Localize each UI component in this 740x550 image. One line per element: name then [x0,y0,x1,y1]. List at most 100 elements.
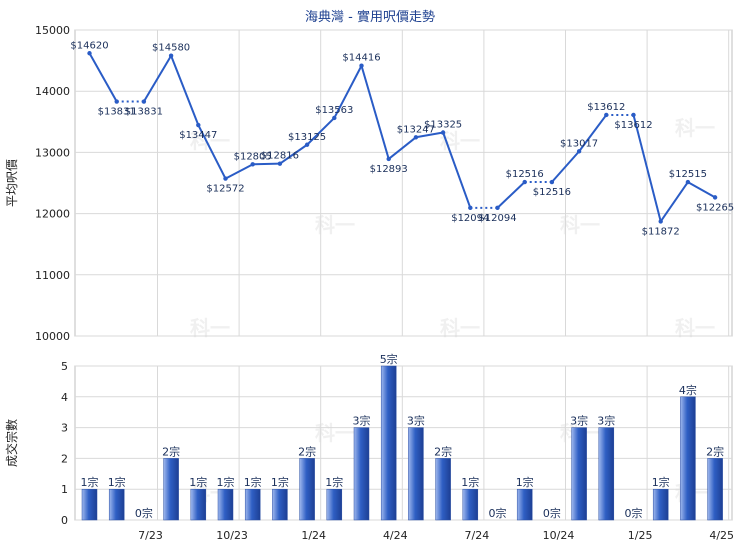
line-data-label: $12816 [261,151,299,162]
bar [598,427,615,521]
bar [408,427,424,521]
line-data-label: $12265 [696,202,734,213]
line-data-label: $13563 [315,105,353,116]
line-data-label: $13325 [424,120,462,131]
bar-y-tick-label: 3 [61,422,68,435]
bar-data-label: 2宗 [162,444,180,458]
line-point [440,130,446,135]
line-data-label: $13017 [560,138,598,149]
line-segment [170,55,200,126]
line-data-label: $13612 [587,102,625,113]
line-segment [578,114,608,152]
bar [707,458,723,521]
line-point [495,205,500,211]
bar-data-label: 1宗 [108,475,126,489]
bar-data-label: 3宗 [407,414,425,428]
bar-data-label: 1宗 [189,475,207,489]
line-point [168,53,174,58]
line-point [576,149,582,154]
bar-data-label: 1宗 [81,475,99,489]
bar-data-label: 1宗 [271,475,289,489]
watermark-text: 科一 [315,421,355,445]
line-data-label: $12805 [234,151,272,162]
line-point [87,51,92,56]
line-data-label: $13125 [288,132,326,143]
line-segment [279,143,308,165]
line-data-label: $14620 [70,40,108,51]
line-data-label: $13612 [614,120,652,131]
line-data-label: $13447 [179,130,217,141]
line-point [114,99,119,104]
bar [190,488,207,521]
line-y-tick-label: 14000 [35,85,70,98]
line-data-label: $12516 [533,187,571,198]
bar-data-label: 0宗 [135,506,153,520]
line-segment [551,150,580,183]
x-tick-label: 7/23 [138,529,163,542]
line-segment [659,181,689,223]
line-segment [388,136,417,160]
bar-data-label: 1宗 [217,475,235,489]
bar-data-label: 0宗 [489,506,507,520]
bar-y-tick-label: 1 [61,483,68,496]
line-point [685,179,691,185]
bar [462,488,479,521]
line-data-label: $13247 [397,124,435,135]
bar-y-axis-title: 成交宗數 [4,419,19,467]
line-segment [88,52,118,103]
line-data-label: $12094 [451,213,489,224]
x-tick-label: 1/25 [628,529,653,542]
bar-y-tick-label: 4 [61,391,68,404]
line-point [631,112,636,118]
line-point [604,112,609,118]
line-point [332,115,337,121]
line-segment [632,114,662,222]
line-segment [496,181,526,209]
bar-data-label: 4宗 [679,383,697,397]
bar-data-label: 0宗 [625,506,643,520]
bar [516,488,533,521]
bar-data-label: 1宗 [244,475,262,489]
line-y-tick-label: 13000 [35,146,70,159]
line-data-label: $13831 [125,107,163,118]
x-tick-label: 7/24 [465,529,490,542]
line-data-label: $12572 [206,184,244,195]
line-segment [252,162,280,166]
bar-data-label: 5宗 [380,352,398,366]
line-point [250,162,255,167]
bar-data-label: 3宗 [570,414,588,428]
line-segment [415,131,444,139]
line-y-axis-title: 平均呎價 [5,159,19,207]
line-segment [143,55,172,103]
line-segment [333,65,363,119]
line-y-tick-label: 12000 [35,208,70,221]
line-y-tick-label: 11000 [35,269,70,282]
line-point [386,156,391,162]
watermark-text: 科一 [315,213,355,237]
line-data-label: $13831 [98,107,136,118]
line-segment [687,181,716,199]
bar [680,396,696,521]
bar [299,458,315,521]
line-data-label: $12893 [370,164,408,175]
line-point [359,63,364,68]
line-segment [360,65,390,160]
line-y-tick-label: 10000 [35,330,70,343]
line-data-label: $12515 [669,169,707,180]
line-point [712,195,718,200]
line-segment [442,132,472,209]
line-data-label: $12094 [478,213,516,224]
bar-y-tick-label: 5 [61,360,68,373]
bar-data-label: 2宗 [706,444,724,458]
x-tick-label: 4/25 [709,529,734,542]
bar [435,458,451,521]
bar-data-label: 1宗 [461,475,479,489]
line-point [413,135,419,140]
bar-data-label: 1宗 [652,475,670,489]
line-point [304,142,310,147]
bar-data-label: 1宗 [516,475,534,489]
line-segment [306,117,336,146]
line-point [522,179,527,185]
bar-data-label: 1宗 [325,475,343,489]
